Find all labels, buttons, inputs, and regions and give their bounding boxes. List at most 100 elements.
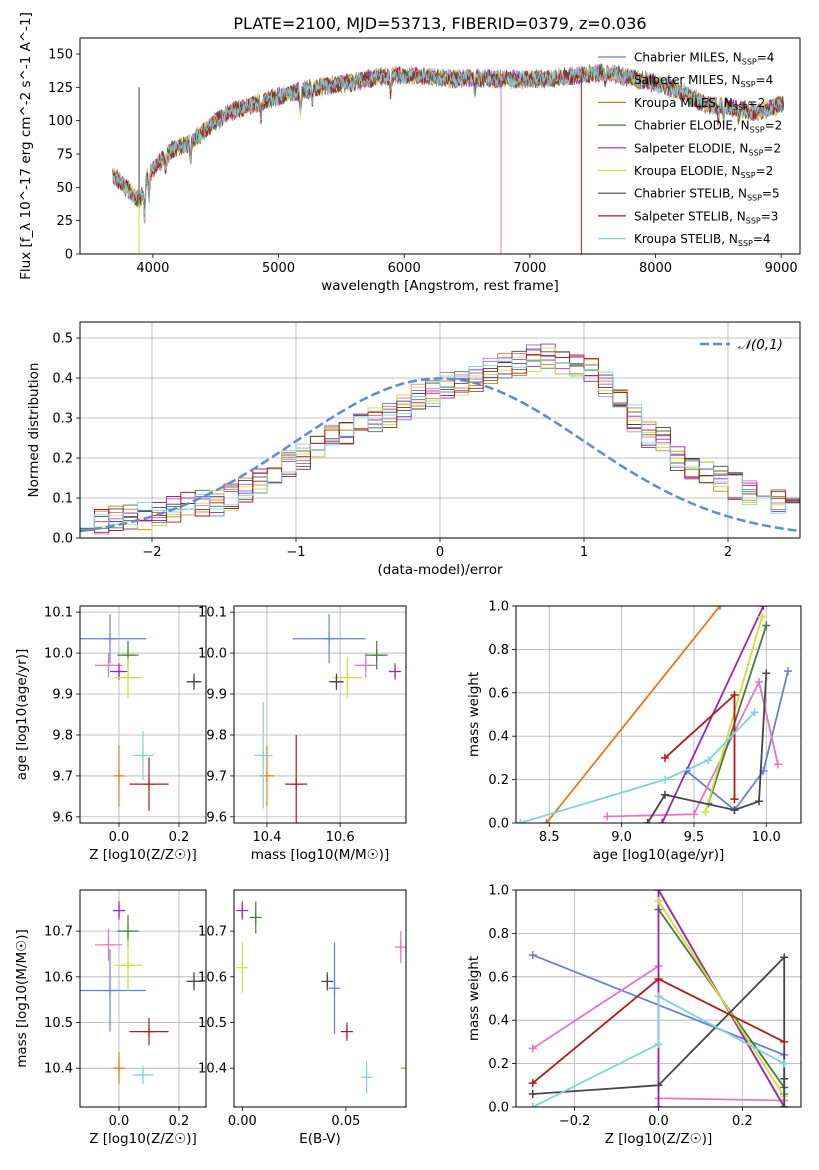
y-tick-label: 25: [56, 214, 73, 229]
errorbar-point: [354, 653, 377, 678]
weight-line-8: [532, 994, 785, 1107]
spectrum-line-8: [112, 64, 785, 220]
axes-frame: [233, 889, 407, 1108]
errorbar-point: [254, 702, 273, 809]
legend-label: Salpeter MILES, NSSP=4: [634, 73, 773, 89]
y-tick-label: 0.6: [488, 970, 509, 985]
axes-frame: [515, 889, 802, 1108]
legend-normal-label: 𝒩(0,1): [738, 337, 783, 353]
errorbar-point: [365, 640, 388, 670]
y-axis-label: mass weight: [466, 956, 482, 1041]
panel-weight-vs-age: 8.5 9.0 9.5 10.0 0.0 0.2 0.4 0.6 0.8 1.0 age [log1…: [466, 600, 802, 863]
errorbar-point: [95, 653, 122, 678]
weight-marker: [654, 890, 663, 894]
weight-marker: [658, 819, 667, 823]
x-axis-label: age [log10(age/yr)]: [593, 847, 725, 863]
x-tick-label: 8.5: [539, 830, 560, 845]
weight-marker: [654, 1081, 663, 1090]
x-tick-label: 6000: [388, 261, 421, 276]
errorbar-point: [186, 673, 202, 690]
legend-label: Salpeter STELIB, NSSP=3: [634, 209, 778, 225]
x-tick-label: 0.2: [732, 1114, 753, 1129]
weight-marker: [715, 606, 724, 610]
weight-marker: [516, 819, 525, 823]
panel-age-vs-Z: 0.0 0.2 9.6 9.7 9.8 9.9 10.0 10.1 Z [log10(Z/Z☉)…: [14, 605, 207, 863]
errorbar-point: [360, 1061, 373, 1094]
weight-marker: [701, 808, 710, 817]
y-tick-label: 0.2: [488, 773, 509, 788]
weight-marker: [528, 1089, 537, 1098]
x-tick-label: 0.2: [169, 1114, 190, 1129]
weight-marker: [759, 606, 768, 610]
hist-step-0: [80, 344, 800, 532]
y-tick-label: 75: [56, 148, 73, 163]
panel-residuals: −2 −1 0 1 2 0.0 0.1 0.2 0.3 0.4 0.5 (data-model)/er…: [26, 321, 801, 578]
y-tick-label: 9.9: [52, 688, 73, 703]
y-tick-label: 0.6: [488, 686, 509, 701]
errorbar-point: [113, 901, 125, 920]
hist-step-6: [80, 348, 800, 533]
axes-frame: [233, 605, 407, 824]
errorbar-point: [186, 972, 202, 991]
x-tick-label: 10.6: [326, 830, 355, 845]
axes-frame: [79, 321, 801, 539]
weight-marker: [780, 953, 789, 962]
y-tick-label: 10.6: [44, 970, 73, 985]
weight-marker: [654, 992, 663, 1001]
y-tick-label: 150: [48, 48, 73, 63]
hist-step-2: [80, 353, 800, 531]
weight-line-1: [607, 679, 779, 818]
weight-line-8: [520, 711, 756, 823]
y-tick-label: 9.6: [52, 810, 73, 825]
x-axis-label: Z [log10(Z/Z☉)]: [605, 1131, 713, 1147]
y-tick-label: 0: [65, 248, 73, 263]
y-tick-label: 0.5: [52, 332, 73, 347]
y-tick-label: 0.0: [488, 817, 509, 832]
errorbar-point: [113, 745, 125, 807]
weight-marker: [542, 819, 551, 823]
x-tick-label: 9.5: [684, 830, 705, 845]
y-tick-label: 0.2: [488, 1057, 509, 1072]
errorbar-point: [80, 949, 146, 1032]
weight-marker: [757, 612, 766, 621]
figure-title: PLATE=2100, MJD=53713, FIBERID=0379, z=0…: [233, 14, 646, 33]
y-tick-label: 100: [48, 114, 73, 129]
weight-marker: [654, 1103, 663, 1107]
y-tick-label: 9.9: [206, 688, 227, 703]
weight-marker: [762, 669, 771, 678]
errorbar-point: [95, 928, 122, 961]
y-tick-label: 0.3: [52, 412, 73, 427]
y-tick-label: 10.7: [44, 925, 73, 940]
y-tick-label: 125: [48, 81, 73, 96]
weight-marker: [603, 812, 612, 821]
weight-marker: [780, 1103, 789, 1107]
x-tick-label: 0.00: [228, 1114, 257, 1129]
x-tick-label: 10.4: [252, 830, 281, 845]
plot-area-mass-vs-Z: [80, 901, 202, 1085]
errorbar-point: [114, 657, 142, 699]
weight-marker: [755, 677, 764, 686]
y-tick-label: 1.0: [488, 884, 509, 899]
legend-label: Chabrier ELODIE, NSSP=2: [634, 119, 782, 135]
errorbar-point: [80, 614, 146, 664]
x-tick-label: 7000: [513, 261, 546, 276]
weight-marker: [654, 974, 663, 983]
errorbar-point: [114, 940, 142, 991]
errorbar-point: [113, 1052, 125, 1085]
plot-area-age-vs-Z: [80, 614, 202, 811]
weight-marker: [773, 760, 782, 769]
weight-marker: [780, 1074, 789, 1083]
y-tick-label: 0.4: [488, 1014, 509, 1029]
errorbar-point: [329, 673, 344, 690]
weight-marker: [654, 896, 663, 905]
plot-area-residuals: [80, 343, 800, 535]
errorbar-point: [401, 1067, 406, 1069]
errorbar-point: [259, 745, 275, 807]
y-tick-label: 0.0: [488, 1101, 509, 1116]
weight-marker: [730, 795, 739, 804]
y-tick-label: 10.1: [198, 606, 227, 621]
errorbar-point: [129, 757, 169, 811]
weight-marker: [528, 1103, 537, 1107]
x-tick-label: 0: [436, 545, 444, 560]
weight-marker: [762, 621, 771, 630]
